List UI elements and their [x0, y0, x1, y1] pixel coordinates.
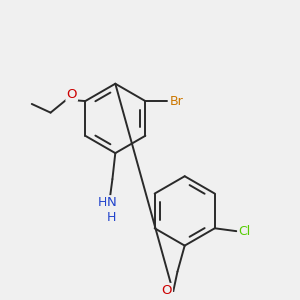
Text: N: N: [107, 196, 117, 209]
Text: O: O: [66, 88, 77, 101]
Text: O: O: [161, 284, 172, 297]
Text: Cl: Cl: [238, 225, 250, 238]
Text: Br: Br: [169, 94, 183, 108]
Text: H: H: [107, 211, 116, 224]
Text: H: H: [98, 196, 107, 209]
